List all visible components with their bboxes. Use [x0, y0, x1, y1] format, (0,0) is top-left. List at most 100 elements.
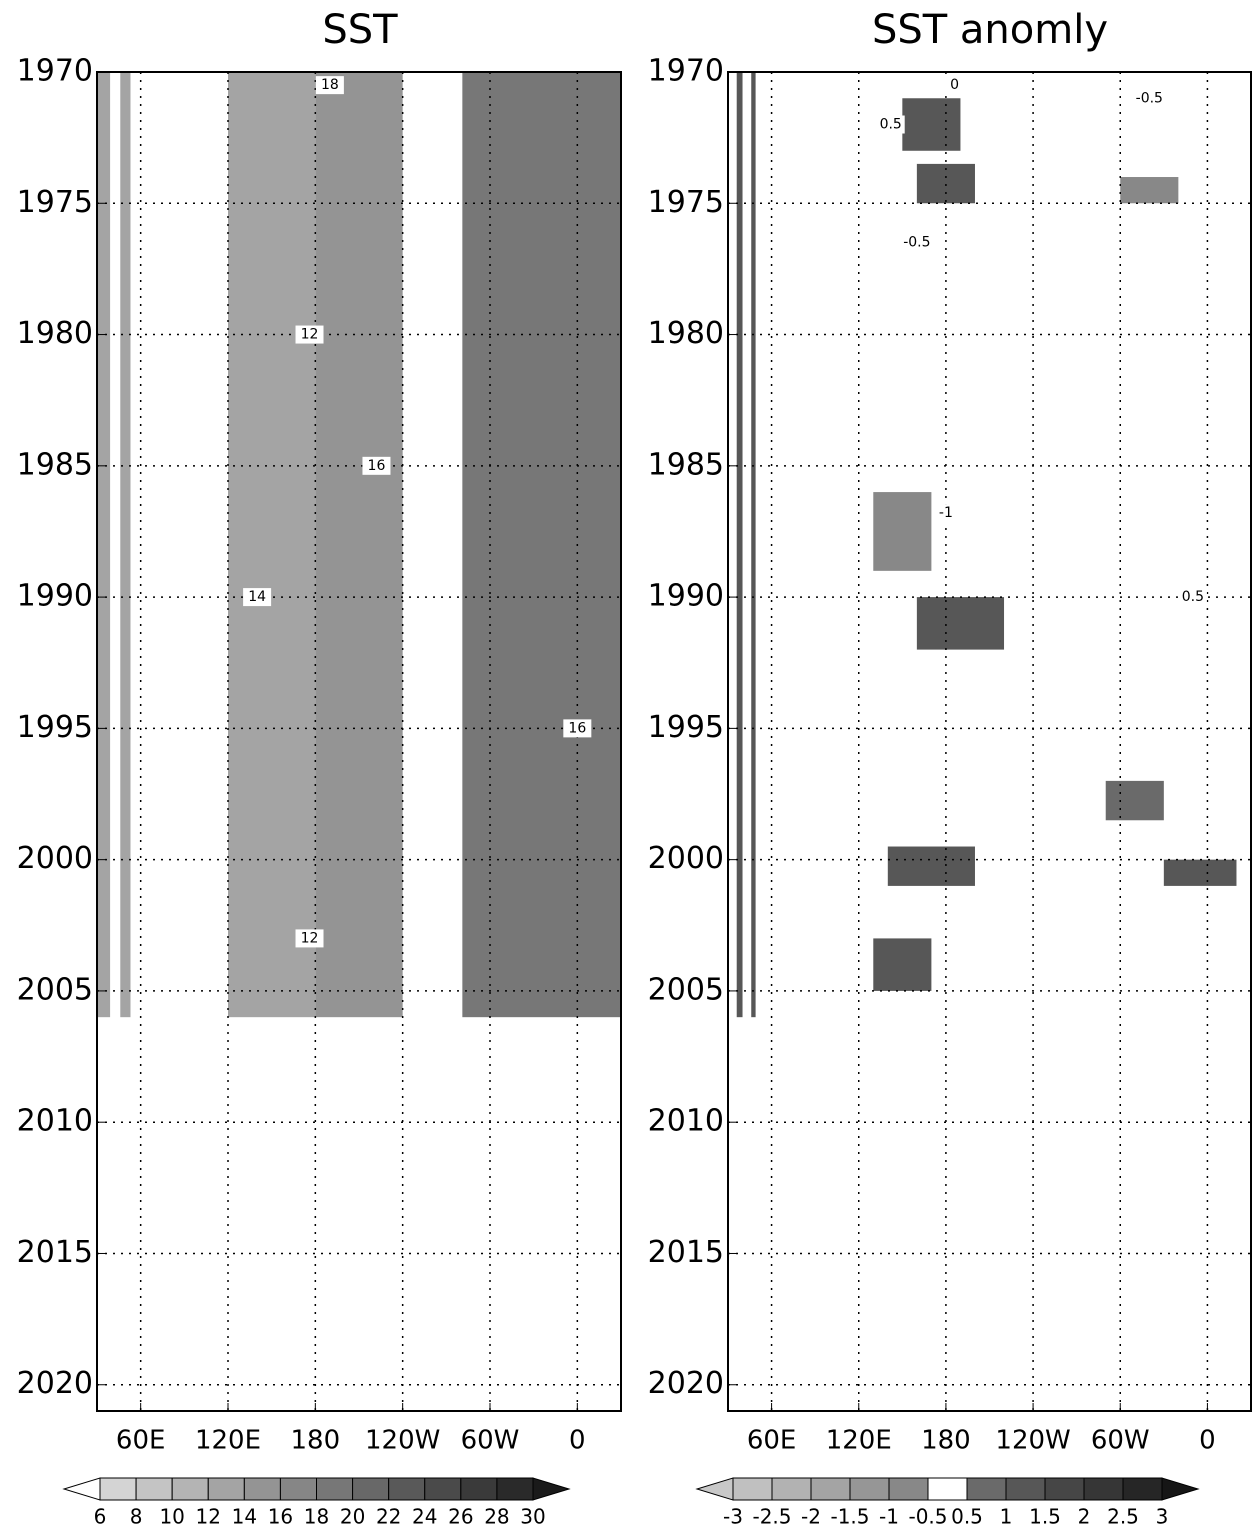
contour-label: 14 [248, 589, 266, 605]
colorbar-swatch [171, 1477, 209, 1501]
x-tick-label: 180 [291, 1426, 341, 1456]
y-tick-label: 2000 [648, 841, 724, 876]
colorbar-swatch [316, 1477, 354, 1501]
contour-label: 0.5 [880, 117, 902, 133]
colorbar-swatch [279, 1477, 317, 1501]
y-tick-label: 1990 [17, 579, 93, 614]
y-tick-label: 2020 [648, 1366, 724, 1401]
contour-label: 18 [321, 77, 339, 93]
contour-label-bg [902, 233, 931, 252]
y-tick-label: 2000 [17, 841, 93, 876]
colorbar-label: -2.5 [752, 1505, 791, 1529]
colorbar-swatch [1083, 1477, 1124, 1501]
colorbar-swatch [966, 1477, 1007, 1501]
colorbar-label: 6 [94, 1505, 107, 1529]
field-region [916, 163, 975, 204]
x-tick-label: 120E [826, 1426, 892, 1456]
colorbar-label: 12 [196, 1505, 221, 1529]
colorbar-swatch [243, 1477, 281, 1501]
colorbar-label: -1.5 [830, 1505, 869, 1529]
x-tick-label: 60E [116, 1426, 166, 1456]
colorbar-label: 2.5 [1107, 1505, 1139, 1529]
colorbar-label: 1 [1000, 1505, 1013, 1529]
contour-label: -0.5 [1136, 90, 1163, 106]
plot-frame [727, 71, 1252, 1412]
colorbar-swatch [849, 1477, 890, 1501]
y-tick-label: 1975 [17, 185, 93, 220]
field-region [887, 846, 975, 886]
colorbar-swatch [135, 1477, 173, 1501]
y-tick-label: 1995 [17, 710, 93, 745]
colorbar-extend [695, 1477, 734, 1501]
y-tick-label: 2010 [648, 1104, 724, 1139]
panel-title: SST [322, 7, 398, 53]
colorbar-label: -0.5 [908, 1505, 947, 1529]
y-tick-label: 1985 [648, 447, 724, 482]
colorbar-swatch [460, 1477, 498, 1501]
colorbar-label: -2 [801, 1505, 821, 1529]
colorbar-label: 30 [520, 1505, 545, 1529]
colorbar-label: 0.5 [951, 1505, 983, 1529]
y-tick-label: 2015 [648, 1235, 724, 1270]
field-region [462, 72, 621, 1018]
colorbar-extend [532, 1477, 571, 1501]
contour-label-bg [940, 76, 969, 95]
colorbar-swatch [771, 1477, 812, 1501]
field-region [902, 98, 961, 151]
colorbar-swatch [1122, 1477, 1163, 1501]
contour-label-bg [931, 504, 960, 523]
panel-title: SST anomly [872, 7, 1108, 53]
colorbar-label: 1.5 [1029, 1505, 1061, 1529]
colorbar-label: 3 [1156, 1505, 1169, 1529]
y-tick-label: 2005 [648, 972, 724, 1007]
colorbar-label: 10 [159, 1505, 184, 1529]
colorbar-label: 14 [232, 1505, 257, 1529]
colorbar-label: 18 [304, 1505, 329, 1529]
contour-label-bg [563, 719, 592, 738]
x-tick-label: 60W [461, 1426, 520, 1456]
colorbar-label: 24 [412, 1505, 437, 1529]
field-region [120, 72, 131, 1018]
x-tick-label: 120E [195, 1426, 261, 1456]
colorbar-swatch [424, 1477, 462, 1501]
x-tick-label: 180 [921, 1426, 971, 1456]
contour-label-bg [362, 456, 391, 475]
colorbar-swatch [99, 1477, 137, 1501]
contour-label-bg [315, 76, 344, 95]
x-tick-label: 60W [1091, 1426, 1150, 1456]
contour-label: 0.5 [1182, 589, 1204, 605]
colorbar-extend [62, 1477, 101, 1501]
y-tick-label: 2010 [17, 1104, 93, 1139]
field-region [751, 72, 756, 1018]
y-tick-label: 2015 [17, 1235, 93, 1270]
y-tick-label: 1970 [648, 54, 724, 89]
colorbar-swatch [810, 1477, 851, 1501]
colorbar-label: 22 [376, 1505, 401, 1529]
contour-label-bg [295, 325, 324, 344]
field-region [1105, 780, 1164, 821]
y-tick-label: 1970 [17, 54, 93, 89]
y-tick-label: 2020 [17, 1366, 93, 1401]
x-tick-label: 120W [995, 1426, 1070, 1456]
x-tick-label: 0 [1199, 1426, 1216, 1456]
colorbar-label: 2 [1078, 1505, 1091, 1529]
contour-label-bg [876, 115, 905, 134]
field-region [736, 72, 743, 1018]
colorbar-label: -3 [723, 1505, 743, 1529]
colorbar-swatch [1005, 1477, 1046, 1501]
field-region [1163, 859, 1237, 886]
colorbar-swatch [732, 1477, 773, 1501]
y-tick-label: 1990 [648, 579, 724, 614]
colorbar-label: 8 [130, 1505, 143, 1529]
y-tick-label: 1975 [648, 185, 724, 220]
field-region [873, 492, 932, 571]
field-region [228, 72, 316, 1018]
colorbar-swatch [1044, 1477, 1085, 1501]
contour-label: 12 [301, 327, 319, 343]
colorbar-label: -1 [879, 1505, 899, 1529]
y-tick-label: 1985 [17, 447, 93, 482]
field-region [315, 72, 403, 1018]
contour-label: -1 [939, 505, 953, 521]
contour-label-bg [243, 588, 272, 607]
